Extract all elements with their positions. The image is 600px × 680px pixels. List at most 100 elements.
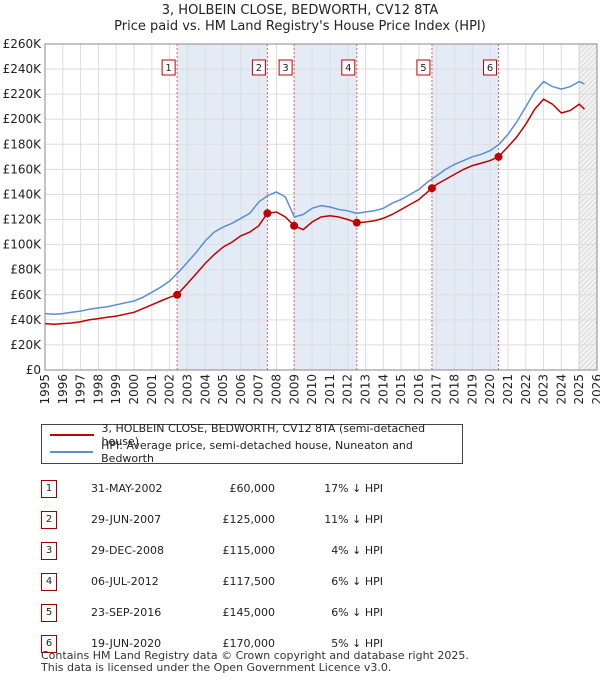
future-hatch [579, 55, 597, 75]
future-hatch [579, 245, 597, 265]
sale-price: £60,000 [229, 482, 276, 495]
future-hatch [579, 180, 597, 200]
sale-number-box [251, 59, 266, 76]
future-hatch [579, 280, 597, 300]
sale-number-label: 6 [487, 63, 493, 74]
sale-number-label: 4 [345, 63, 351, 74]
future-hatch [579, 44, 585, 50]
legend-swatch-property [50, 434, 94, 436]
x-tick-label: 2003 [180, 374, 194, 405]
future-hatch [579, 80, 597, 100]
table-row: 6 19-JUN-2020 £170,000 5% ↓ HPI [41, 628, 383, 659]
sale-number-badge: 6 [41, 634, 57, 653]
sale-number-label: 1 [165, 63, 171, 74]
future-hatch [582, 355, 597, 370]
x-tick-label: 1995 [38, 374, 52, 405]
future-hatch [579, 230, 597, 250]
table-row: 3 29-DEC-2008 £115,000 4% ↓ HPI [41, 535, 383, 566]
x-tick-label: 2013 [359, 374, 373, 405]
legend-swatch-hpi [50, 451, 94, 453]
y-tick-label: £100K [3, 238, 43, 252]
sale-point [494, 152, 503, 161]
y-tick-label: £260K [3, 37, 43, 51]
future-hatch [579, 60, 597, 80]
sale-date: 19-JUN-2020 [91, 637, 162, 650]
future-hatch [579, 70, 597, 90]
x-tick-label: 2012 [341, 374, 355, 405]
future-hatch [579, 200, 597, 220]
future-hatch [579, 45, 597, 65]
chart-title: 3, HOLBEIN CLOSE, BEDWORTH, CV12 8TA [161, 3, 439, 18]
sale-date: 31-MAY-2002 [91, 482, 163, 495]
y-tick-label: £140K [3, 187, 43, 201]
future-hatch [579, 44, 580, 45]
x-tick-label: 2002 [163, 374, 177, 405]
sale-number-box [278, 59, 293, 76]
future-hatch [579, 125, 597, 145]
hpi-series-line [44, 80, 585, 315]
sale-point [290, 221, 299, 230]
future-hatch [579, 195, 597, 215]
sale-hpi-diff: 5% ↓ HPI [331, 637, 383, 650]
x-tick-label: 1997 [74, 374, 88, 405]
future-hatch [579, 305, 597, 325]
sale-hpi-diff: 6% ↓ HPI [331, 606, 383, 619]
x-tick-label: 2005 [216, 374, 230, 405]
x-tick-label: 2011 [323, 374, 337, 405]
sales-table: 1 31-MAY-2002 £60,000 17% ↓ HPI 2 29-JUN… [41, 473, 383, 659]
future-hatch [579, 220, 597, 240]
footer-line-1: Contains HM Land Registry data © Crown c… [41, 649, 469, 662]
sale-price: £125,000 [222, 513, 276, 526]
future-hatch [579, 145, 597, 165]
x-tick-label: 1999 [109, 374, 123, 405]
y-tick-label: £80K [10, 263, 42, 277]
price-chart: £0 £20K £40K £60K £80K £100K £120K £140K £160K £1… [3, 37, 600, 405]
sale-price: £115,000 [222, 544, 276, 557]
future-hatch [579, 135, 597, 155]
sale-number-box [341, 59, 356, 76]
sale-number-badge: 4 [41, 572, 57, 591]
future-hatch [587, 360, 597, 370]
x-tick-label: 2006 [234, 374, 248, 405]
legend-label-hpi: HPI: Average price, semi-detached house,… [101, 439, 413, 465]
future-hatch [579, 150, 597, 170]
ownership-shade [431, 44, 499, 370]
y-tick-label: £0 [26, 363, 41, 377]
future-hatch [579, 160, 597, 180]
table-row: 5 23-SEP-2016 £145,000 6% ↓ HPI [41, 597, 383, 628]
x-tick-label: 2007 [252, 374, 266, 405]
future-hatch [579, 95, 597, 115]
x-tick-label: 2026 [590, 374, 600, 405]
x-tick-label: 2015 [394, 374, 408, 405]
sale-date: 29-JUN-2007 [91, 513, 162, 526]
x-tick-label: 1998 [91, 374, 105, 405]
y-tick-label: £120K [3, 213, 43, 227]
future-hatch [579, 315, 597, 335]
y-tick-label: £160K [3, 162, 43, 176]
future-hatch [592, 365, 597, 370]
y-tick-label: £180K [3, 137, 43, 151]
future-hatch [579, 300, 597, 320]
future-hatch [579, 85, 597, 105]
sale-date: 06-JUL-2012 [91, 575, 159, 588]
x-tick-label: 2023 [537, 374, 551, 405]
chart-subtitle: Price paid vs. HM Land Registry's House … [114, 19, 486, 34]
future-hatch [579, 350, 597, 370]
sale-number-box [483, 59, 498, 76]
sale-number-box [161, 59, 176, 76]
plot-border [44, 43, 598, 371]
y-tick-label: £40K [10, 313, 42, 327]
x-tick-label: 2014 [376, 374, 390, 405]
sale-hpi-diff: 17% ↓ HPI [324, 482, 383, 495]
ownership-shade [177, 44, 268, 370]
table-row: 4 06-JUL-2012 £117,500 6% ↓ HPI [41, 566, 383, 597]
table-row: 1 31-MAY-2002 £60,000 17% ↓ HPI [41, 473, 383, 504]
table-row: 2 29-JUN-2007 £125,000 11% ↓ HPI [41, 504, 383, 535]
x-tick-label: 2025 [572, 374, 586, 405]
x-tick-label: 2001 [145, 374, 159, 405]
future-hatch [579, 275, 597, 295]
y-tick-label: £60K [10, 288, 42, 302]
future-hatch [579, 44, 590, 55]
future-hatch [579, 105, 597, 125]
future-hatch [579, 330, 597, 350]
